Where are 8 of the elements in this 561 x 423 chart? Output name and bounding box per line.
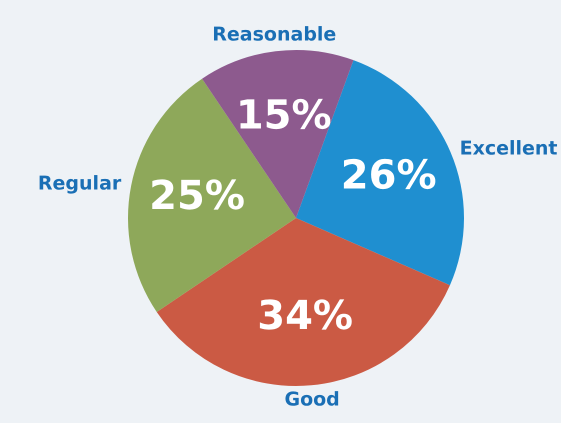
slice-label: Reasonable — [212, 24, 336, 46]
data-label: 34% — [257, 292, 354, 339]
data-label: 26% — [340, 152, 437, 199]
slice-label: Regular — [38, 172, 122, 195]
data-label: 15% — [236, 92, 332, 138]
slice-label: Excellent — [460, 137, 558, 160]
data-label: 25% — [149, 173, 245, 220]
slice-label: Good — [284, 388, 340, 411]
